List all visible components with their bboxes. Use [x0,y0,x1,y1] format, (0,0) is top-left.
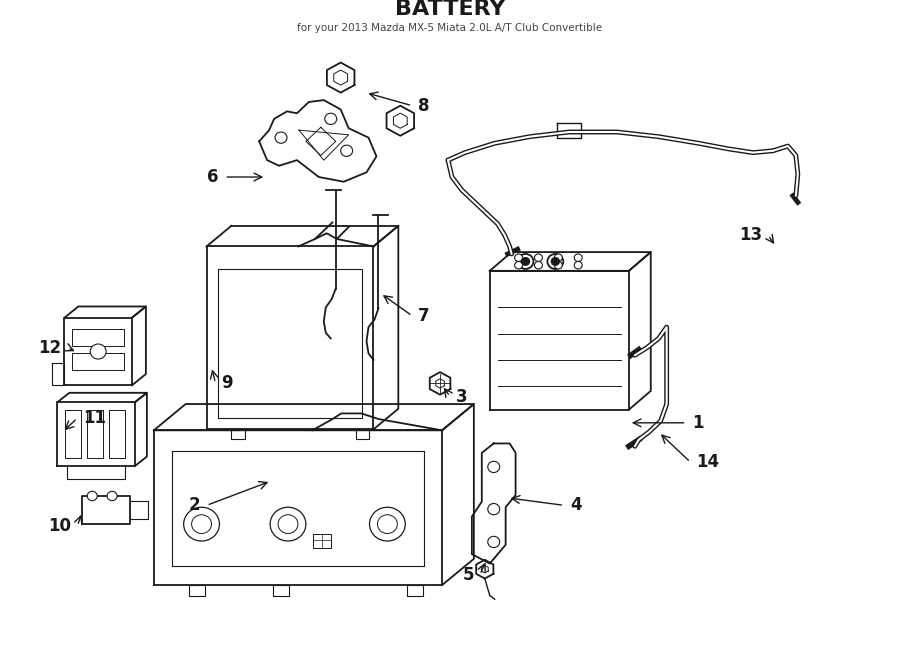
Text: 10: 10 [49,517,71,535]
Text: 7: 7 [418,307,430,325]
Circle shape [488,461,500,473]
Circle shape [535,261,543,269]
Text: 5: 5 [463,566,474,584]
Circle shape [574,254,582,261]
Circle shape [522,258,529,265]
Text: 2: 2 [189,496,201,514]
Text: 4: 4 [571,496,582,514]
Circle shape [341,145,353,156]
Text: 12: 12 [39,339,61,357]
Circle shape [488,536,500,547]
Text: for your 2013 Mazda MX-5 Miata 2.0L A/T Club Convertible: for your 2013 Mazda MX-5 Miata 2.0L A/T … [297,23,603,34]
Circle shape [325,113,337,124]
Text: 1: 1 [692,414,704,432]
Text: 8: 8 [418,97,429,115]
Text: BATTERY: BATTERY [395,0,505,19]
Circle shape [554,261,562,269]
Text: 9: 9 [221,375,233,393]
Text: 3: 3 [456,387,468,406]
Circle shape [90,344,106,359]
Circle shape [184,507,220,541]
Circle shape [377,515,397,534]
Circle shape [554,254,562,261]
Circle shape [535,254,543,261]
Circle shape [278,515,298,534]
Circle shape [574,261,582,269]
Circle shape [370,507,405,541]
Text: 6: 6 [207,168,219,186]
Text: 11: 11 [84,409,106,427]
Circle shape [547,254,563,269]
Circle shape [552,258,559,265]
Circle shape [107,491,117,500]
Circle shape [270,507,306,541]
Circle shape [87,491,97,500]
Circle shape [275,132,287,143]
Circle shape [192,515,211,534]
Text: 13: 13 [739,226,762,244]
Circle shape [518,254,534,269]
Circle shape [488,504,500,515]
Circle shape [515,254,523,261]
Circle shape [515,261,523,269]
Text: 14: 14 [697,453,720,471]
